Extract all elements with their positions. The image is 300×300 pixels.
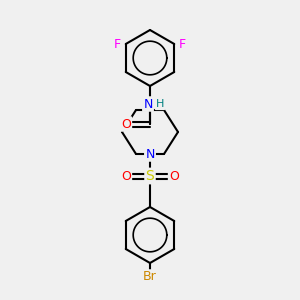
Text: N: N xyxy=(143,98,153,110)
Text: F: F xyxy=(179,38,186,50)
Text: O: O xyxy=(121,169,131,182)
Text: N: N xyxy=(145,148,155,160)
Text: O: O xyxy=(169,169,179,182)
Text: F: F xyxy=(114,38,121,50)
Text: H: H xyxy=(156,99,164,109)
Text: S: S xyxy=(146,169,154,183)
Text: Br: Br xyxy=(143,271,157,284)
Text: O: O xyxy=(121,118,131,130)
